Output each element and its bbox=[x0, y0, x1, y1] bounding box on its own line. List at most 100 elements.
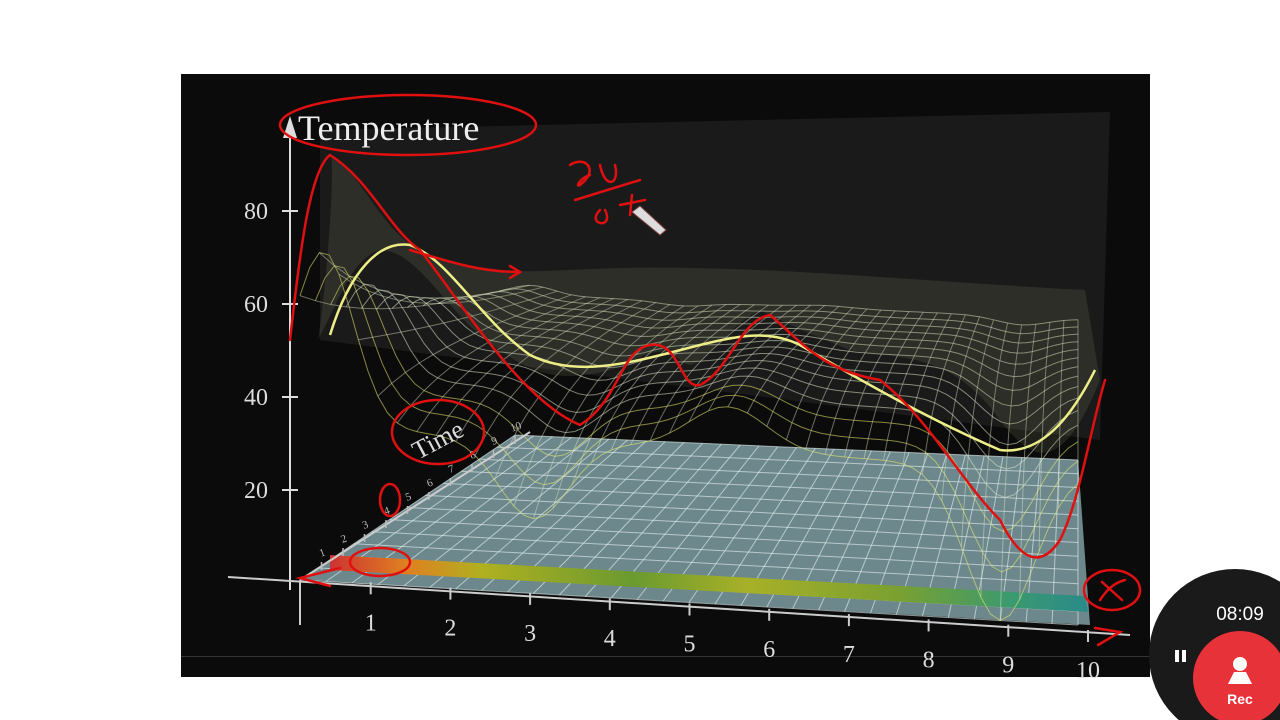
mesh-line bbox=[422, 297, 1079, 391]
mesh-line bbox=[610, 304, 741, 451]
mesh-line bbox=[494, 302, 657, 480]
mesh-line bbox=[330, 275, 1079, 532]
mesh-line bbox=[455, 299, 628, 442]
mesh-line bbox=[474, 300, 642, 456]
x-tick-label: 10 bbox=[1076, 658, 1100, 684]
x-tick-label: 7 bbox=[843, 642, 855, 668]
y-tick-label: 20 bbox=[244, 478, 268, 504]
x-tick-label: 3 bbox=[524, 621, 536, 647]
x-axis bbox=[227, 576, 1131, 636]
mesh-line bbox=[299, 286, 516, 310]
mesh-line bbox=[338, 273, 544, 305]
mesh-line bbox=[630, 304, 755, 446]
mesh-line bbox=[513, 304, 671, 507]
mesh-line bbox=[376, 293, 1079, 446]
mesh-line bbox=[499, 288, 1079, 335]
surface bbox=[318, 154, 1100, 453]
mesh-line bbox=[396, 296, 586, 424]
mesh-line bbox=[484, 291, 1079, 344]
y-axis-arrow bbox=[283, 116, 297, 138]
sketch-curve bbox=[288, 153, 1107, 559]
mesh-line bbox=[314, 265, 1079, 573]
sketch-x bbox=[1093, 578, 1127, 647]
mesh-line bbox=[727, 305, 826, 408]
mesh-line bbox=[766, 307, 854, 427]
floor-line bbox=[514, 434, 1079, 461]
x-tick-label: 5 bbox=[684, 632, 696, 658]
circle-temperature bbox=[278, 93, 538, 157]
rec-label[interactable]: Rec bbox=[1227, 691, 1253, 707]
x-tick-label: 2 bbox=[444, 616, 456, 642]
mesh-line bbox=[941, 316, 980, 501]
mesh-line bbox=[921, 314, 966, 475]
mesh-line bbox=[746, 306, 840, 414]
time-tick-label: 3 bbox=[361, 518, 371, 531]
mesh-line bbox=[358, 290, 558, 341]
mesh-line bbox=[883, 312, 938, 461]
x-tick-label: 4 bbox=[604, 626, 616, 652]
floor-line bbox=[479, 458, 1079, 488]
time-tick-label: 7 bbox=[447, 462, 457, 475]
x-tick-label: 9 bbox=[1002, 653, 1014, 679]
video-line bbox=[181, 656, 1150, 657]
mesh-line bbox=[299, 252, 1079, 622]
time-tick-label: 6 bbox=[425, 476, 435, 489]
time-tick-label: 4 bbox=[382, 504, 392, 517]
sketch-origin bbox=[295, 566, 342, 588]
mesh-line bbox=[669, 304, 783, 434]
pause-bar[interactable] bbox=[1175, 650, 1179, 662]
surface-mesh bbox=[299, 252, 1079, 622]
mesh-line bbox=[453, 295, 1079, 365]
floor-line bbox=[353, 543, 1079, 585]
mesh-line bbox=[863, 312, 924, 459]
mesh-line bbox=[649, 304, 769, 441]
x-tick-label: 1 bbox=[365, 610, 377, 636]
pause-bar[interactable] bbox=[1182, 650, 1186, 662]
circle-x bbox=[1082, 568, 1142, 612]
floor-line bbox=[371, 531, 1079, 571]
mesh-line bbox=[532, 305, 685, 519]
mesh-line bbox=[824, 310, 896, 455]
mesh-line bbox=[999, 324, 1023, 621]
mesh-line bbox=[785, 308, 868, 440]
mesh-line bbox=[1038, 322, 1051, 552]
back-plane bbox=[320, 112, 1110, 440]
y-tick-label: 40 bbox=[244, 385, 268, 411]
x-tick-label: 6 bbox=[763, 637, 775, 663]
mesh-line bbox=[345, 283, 1079, 499]
mesh-line bbox=[960, 319, 994, 547]
time-axis bbox=[299, 431, 531, 581]
mesh-line bbox=[435, 298, 614, 436]
time-tick-label: 1 bbox=[318, 547, 327, 560]
floor-line bbox=[407, 507, 1079, 543]
mesh-line bbox=[805, 309, 882, 450]
circle-time bbox=[390, 398, 486, 466]
sketch-arrow bbox=[408, 248, 523, 280]
recorder-time: 08:09 bbox=[1216, 604, 1264, 625]
time-tick-label: 8 bbox=[468, 448, 478, 461]
mesh-line bbox=[902, 313, 952, 465]
floor-line bbox=[497, 446, 1079, 475]
mesh-line bbox=[377, 294, 572, 397]
time-tick-label: 5 bbox=[404, 490, 414, 503]
y-tick-label: 60 bbox=[244, 292, 268, 318]
mesh-line bbox=[514, 284, 1079, 326]
time-tick-label: 9 bbox=[490, 434, 500, 447]
y-axis-label: Temperature bbox=[298, 108, 479, 148]
surface-edge bbox=[328, 243, 1097, 452]
floor-line bbox=[389, 519, 1079, 557]
mesh-line bbox=[1019, 324, 1037, 600]
y-tick-label: 80 bbox=[244, 199, 268, 225]
mesh-line bbox=[688, 304, 797, 423]
mesh-line bbox=[416, 297, 600, 432]
sketch-dudt bbox=[568, 160, 647, 225]
mesh-line bbox=[361, 289, 1079, 470]
time-tick-label: 10 bbox=[509, 419, 524, 434]
mesh-line bbox=[468, 293, 1079, 354]
x-tick-label: 8 bbox=[923, 647, 935, 673]
mesh-line bbox=[1058, 320, 1065, 508]
floor-line bbox=[299, 579, 1079, 626]
